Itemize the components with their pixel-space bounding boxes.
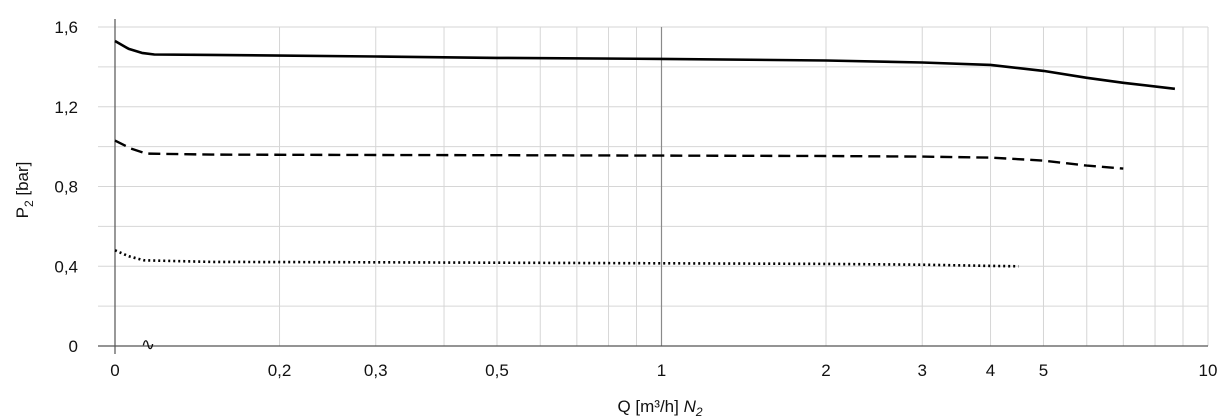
x-tick-label: 0: [110, 361, 119, 380]
minor-gridlines: [98, 26, 1209, 346]
x-axis-title-subscript: 2: [695, 405, 703, 419]
x-tick-label: 0,5: [485, 361, 509, 380]
series-group: [114, 39, 1176, 268]
x-axis-title-text: Q [m³/h]: [617, 397, 683, 416]
y-tick-label: 1,2: [54, 98, 78, 117]
y-tick-label: 0,8: [54, 178, 78, 197]
x-tick-label: 4: [986, 361, 995, 380]
y-tick-label: 0: [69, 337, 78, 356]
axes: [98, 19, 1208, 354]
x-axis-title-gas: N: [684, 397, 697, 416]
y-tick-label: 1,6: [54, 18, 78, 37]
x-axis-title: Q [m³/h] N2: [617, 397, 702, 419]
x-tick-label: 10: [1199, 361, 1218, 380]
axis-break-icon: ∿: [141, 335, 155, 354]
y-axis-title-unit: [bar]: [13, 162, 32, 201]
y-axis-title-subscript: 2: [22, 200, 36, 207]
x-tick-label: 2: [821, 361, 830, 380]
series-line-dashed: [114, 139, 1124, 170]
x-tick-label: 0,2: [268, 361, 292, 380]
x-tick-label: 1: [657, 361, 666, 380]
x-tick-label: 5: [1039, 361, 1048, 380]
y-axis-title-symbol: P: [13, 207, 32, 218]
y-axis-title: P2 [bar]: [13, 162, 36, 219]
series-line-dotted: [114, 249, 1019, 268]
x-tick-label: 0,3: [364, 361, 388, 380]
series-line-solid: [114, 39, 1176, 91]
x-tick-label: 3: [918, 361, 927, 380]
y-tick-label: 0,4: [54, 257, 78, 276]
x-tick-labels: 0 0,2 0,3 0,5 1 2 3 4 5 10: [110, 361, 1217, 380]
y-tick-labels: 0 0,4 0,8 1,2 1,6: [54, 18, 78, 356]
